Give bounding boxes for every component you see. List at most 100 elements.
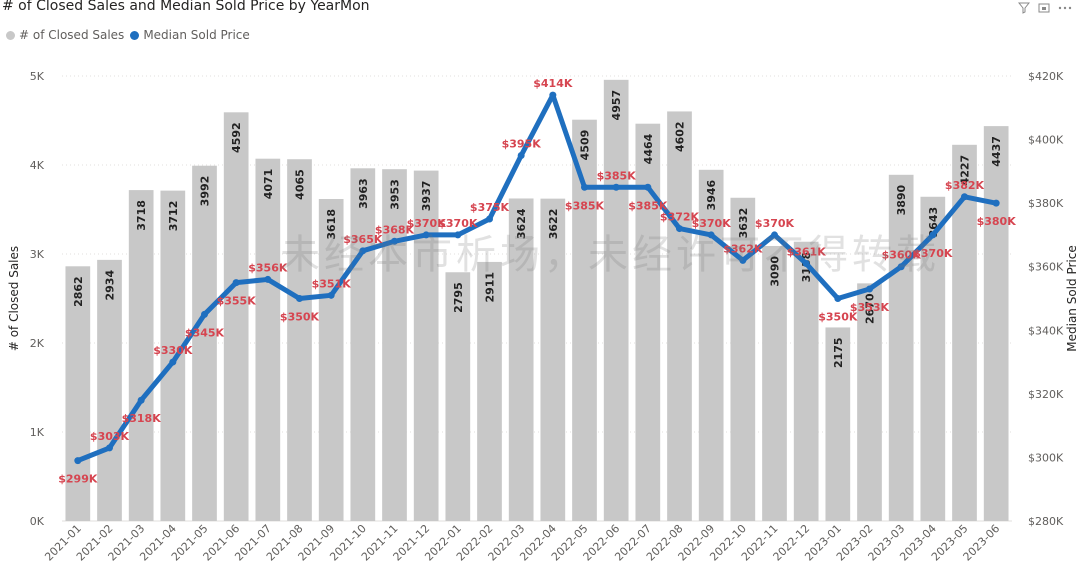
legend-item-closed-sales[interactable]: # of Closed Sales	[6, 28, 124, 42]
more-options-icon[interactable]	[1058, 2, 1072, 14]
legend-item-median-price[interactable]: Median Sold Price	[130, 28, 250, 42]
y-tick-label: 3K	[30, 248, 45, 261]
median-price-point	[676, 225, 683, 233]
y2-tick-label: $300K	[1028, 451, 1064, 464]
y2-tick-label: $320K	[1028, 388, 1064, 401]
price-value-label: $361K	[787, 246, 827, 259]
bar-closed-sales	[97, 259, 122, 521]
median-price-point	[264, 275, 272, 283]
price-value-label: $382K	[945, 179, 985, 192]
legend-label-median-price: Median Sold Price	[143, 28, 250, 42]
price-value-label: $360K	[882, 249, 922, 262]
bar-value-label: 3992	[199, 176, 212, 207]
price-value-label: $350K	[280, 311, 320, 324]
bar-closed-sales	[255, 158, 281, 521]
price-value-label: $370K	[755, 217, 795, 230]
price-value-label: $380K	[977, 215, 1017, 228]
price-value-label: $362K	[723, 242, 763, 255]
median-price-point	[391, 237, 398, 245]
median-price-point	[422, 231, 430, 239]
bar-closed-sales	[952, 144, 977, 521]
median-price-point	[992, 199, 1000, 207]
bar-closed-sales	[983, 126, 1009, 522]
bar-value-label: 2175	[832, 337, 845, 368]
bar-closed-sales	[445, 272, 471, 521]
median-price-point	[454, 231, 462, 239]
bar-value-label: 3946	[705, 179, 718, 210]
bar-closed-sales	[603, 79, 629, 522]
bar-value-label: 2795	[452, 282, 465, 313]
bar-closed-sales	[350, 168, 376, 521]
median-price-point	[201, 310, 208, 318]
bar-closed-sales	[128, 190, 154, 521]
y2-tick-label: $420K	[1028, 70, 1064, 83]
bar-value-label: 3712	[167, 201, 180, 232]
bar-closed-sales	[698, 169, 724, 521]
bar-value-label: 4227	[959, 155, 972, 186]
price-value-label: $368K	[375, 223, 415, 236]
y-tick-label: 0K	[30, 515, 45, 528]
bar-closed-sales	[413, 170, 439, 521]
median-price-point	[802, 260, 810, 268]
bar-value-label: 4509	[579, 130, 592, 161]
bar-value-label: 4592	[230, 122, 243, 153]
bar-closed-sales	[825, 327, 851, 521]
bar-value-label: 3622	[547, 209, 560, 240]
price-value-label: $372K	[660, 211, 700, 224]
price-value-label: $299K	[58, 473, 98, 486]
price-value-label: $318K	[122, 412, 162, 425]
bar-closed-sales	[762, 245, 787, 522]
price-value-label: $375K	[470, 201, 510, 214]
bar-closed-sales	[160, 190, 186, 521]
price-value-label: $385K	[628, 199, 668, 212]
price-value-label: $365K	[343, 233, 383, 246]
price-value-label: $370K	[407, 217, 447, 230]
bar-value-label: 3090	[769, 256, 782, 287]
y2-tick-label: $360K	[1028, 261, 1064, 274]
y2-tick-label: $280K	[1028, 515, 1064, 528]
bar-closed-sales	[192, 165, 217, 521]
price-value-label: $414K	[533, 77, 573, 90]
bar-closed-sales	[667, 111, 692, 521]
price-value-label: $356K	[248, 261, 288, 274]
y2-axis-title: Median Sold Price	[1065, 245, 1079, 351]
median-price-point	[169, 358, 177, 366]
price-value-label: $385K	[565, 199, 605, 212]
bar-value-label: 2670	[864, 293, 877, 324]
chart-title: # of Closed Sales and Median Sold Price …	[2, 0, 370, 14]
median-price-point	[517, 151, 525, 159]
bar-closed-sales	[318, 198, 344, 522]
price-value-label: $303K	[90, 430, 130, 443]
median-price-point	[296, 295, 303, 302]
y-tick-label: 2K	[30, 337, 45, 350]
price-value-label: $330K	[153, 344, 193, 357]
bar-value-label: 2911	[484, 272, 497, 303]
bar-value-label: 4602	[674, 121, 687, 152]
median-price-point	[961, 193, 968, 201]
price-value-label: $353K	[850, 301, 890, 314]
median-price-point	[834, 295, 842, 302]
bar-value-label: 3953	[389, 179, 402, 210]
bar-closed-sales	[65, 266, 91, 521]
bar-closed-sales	[857, 283, 882, 521]
median-price-point	[486, 215, 493, 223]
y2-tick-label: $400K	[1028, 134, 1064, 147]
median-price-point	[866, 285, 873, 293]
bar-closed-sales	[888, 174, 914, 522]
y-tick-label: 1K	[30, 426, 45, 439]
y-axis-title: # of Closed Sales	[7, 246, 21, 351]
price-value-label: $355K	[217, 295, 257, 308]
median-price-point	[232, 279, 240, 287]
filter-icon[interactable]	[1018, 2, 1030, 14]
price-value-label: $370K	[438, 217, 478, 230]
bar-value-label: 4071	[262, 169, 275, 200]
bar-value-label: 3963	[357, 178, 370, 209]
focus-mode-icon[interactable]	[1038, 2, 1050, 14]
bar-closed-sales	[287, 159, 312, 521]
bar-closed-sales	[635, 123, 661, 521]
bar-value-label: 3624	[515, 208, 528, 239]
bar-closed-sales	[920, 196, 946, 521]
bar-closed-sales	[508, 198, 534, 522]
median-price-point	[644, 183, 652, 191]
